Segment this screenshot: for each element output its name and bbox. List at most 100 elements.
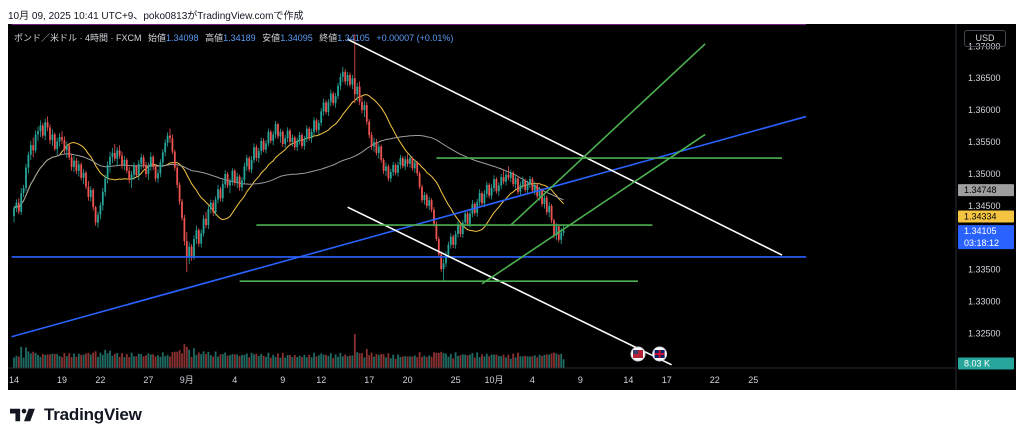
candle	[325, 102, 327, 113]
price-label-box	[958, 184, 1014, 197]
volume-bars	[13, 334, 565, 368]
volume-bar	[481, 354, 483, 368]
volume-bar	[226, 355, 229, 368]
volume-bar	[301, 357, 303, 368]
volume-bar	[471, 353, 474, 368]
price-label-text: 1.34105	[964, 226, 997, 236]
candle	[152, 156, 155, 167]
candle	[509, 172, 512, 178]
chart-canvas[interactable]: 1.370001.365001.360001.355001.350001.345…	[8, 24, 1016, 390]
volume-bar	[442, 353, 445, 368]
candle	[320, 111, 323, 123]
volume-bar	[339, 352, 342, 368]
candle	[464, 213, 467, 223]
volume-bar	[241, 354, 243, 368]
price-tick-label: 1.36500	[968, 73, 1001, 83]
chart-panel[interactable]: 1.37000 1.36500 1.36000 1.35500 1.35000 1.345…	[8, 24, 1016, 390]
candle	[253, 147, 255, 160]
candle	[29, 145, 32, 155]
candle	[99, 205, 102, 215]
price-label: 1.34334	[958, 210, 1014, 223]
price-label-box	[958, 210, 1014, 223]
candle	[529, 179, 531, 184]
volume-bar	[399, 357, 402, 368]
candle	[293, 137, 296, 148]
candle	[80, 164, 83, 178]
volume-bar	[334, 354, 337, 368]
candle	[377, 146, 380, 153]
candle	[358, 86, 361, 102]
candle	[481, 193, 483, 204]
volume-bar	[176, 351, 179, 368]
volume-bar	[149, 354, 152, 368]
candle	[193, 239, 195, 257]
trend-line	[11, 115, 807, 338]
us-flag-icon	[630, 346, 646, 362]
candle	[202, 218, 205, 234]
volume-bar	[327, 355, 330, 368]
candle	[507, 174, 510, 178]
volume-bar	[209, 355, 212, 368]
candle	[248, 158, 251, 170]
candle	[380, 146, 383, 160]
volume-bar	[106, 353, 109, 368]
candle	[457, 225, 459, 234]
time-tick-label: 4	[530, 375, 535, 385]
volume-bar	[296, 357, 299, 368]
volume-bar	[22, 357, 25, 368]
candle	[430, 200, 433, 210]
price-axis: 1.370001.365001.360001.355001.350001.345…	[955, 24, 1014, 390]
candle	[65, 145, 68, 151]
candle	[118, 150, 121, 156]
volume-bar	[159, 356, 162, 368]
volume-bar	[349, 355, 351, 368]
candle	[483, 193, 486, 204]
price-label: 1.34748	[958, 184, 1014, 197]
currency-button[interactable]: USD	[964, 30, 1006, 47]
time-tick-label: 22	[710, 375, 720, 385]
price-tick-label: 1.35500	[968, 137, 1001, 147]
volume-bar	[447, 356, 450, 368]
volume-bar	[248, 357, 251, 368]
candle	[531, 179, 534, 191]
volume-bar	[428, 355, 431, 368]
candle	[533, 184, 536, 191]
volume-bar	[404, 356, 407, 368]
candle	[224, 173, 227, 185]
volume-bar	[161, 352, 164, 368]
volume-bar	[536, 357, 539, 368]
price-label-text: 1.34334	[964, 211, 997, 221]
volume-bar	[377, 355, 380, 368]
volume-bar	[145, 355, 147, 368]
candle	[399, 158, 402, 166]
candle	[351, 78, 354, 85]
candle	[272, 134, 275, 141]
volume-bar	[394, 358, 397, 368]
candle	[243, 166, 246, 181]
candle	[370, 135, 373, 147]
volume-bar	[341, 356, 344, 368]
time-tick-label: 14	[623, 375, 633, 385]
candle	[433, 209, 435, 224]
volume-bar	[94, 351, 97, 368]
volume-bar	[157, 355, 159, 368]
volume-bar	[541, 355, 543, 368]
volume-bar	[416, 357, 419, 368]
volume-bar	[121, 353, 123, 368]
price-label-box	[958, 225, 1014, 250]
price-tick-label: 1.33000	[968, 297, 1001, 307]
candle	[262, 140, 265, 150]
volume-bar	[44, 354, 47, 368]
volume-bar	[514, 357, 517, 368]
candle	[553, 220, 555, 236]
volume-bar	[411, 356, 414, 368]
candle	[385, 166, 387, 171]
price-label-text: 8.03 K	[964, 359, 990, 369]
candle	[488, 184, 491, 196]
volume-bar	[20, 346, 23, 368]
candle	[397, 165, 399, 173]
volume-bar	[457, 355, 459, 368]
candle	[301, 135, 303, 146]
candle	[447, 244, 450, 255]
volume-bar	[375, 353, 378, 368]
